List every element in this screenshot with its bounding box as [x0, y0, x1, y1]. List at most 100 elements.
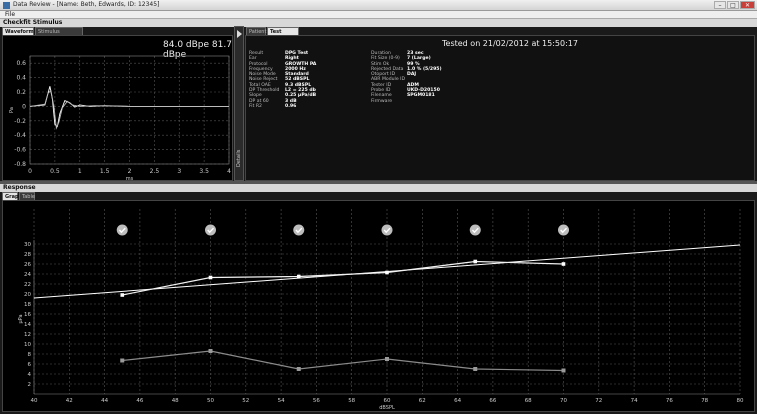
check-mark: [118, 227, 126, 234]
y-tick-label: 6: [28, 362, 32, 368]
check-circle: [293, 224, 305, 236]
waveform-panel: 84.0 dBpe 81.7 dBpe 0 0.5 1 1.5 2 2.5 3 3.5 4 0.6…: [2, 35, 233, 182]
noise-floor-line: [122, 350, 564, 372]
tab-patient[interactable]: Patient: [246, 27, 266, 35]
detail-row: Total OAE 9.3 dBSPL: [249, 83, 369, 88]
detail-row: DP at 60 3 dB: [249, 99, 369, 104]
noise-point: [120, 358, 125, 363]
check-circle: [381, 224, 393, 236]
x-tick-label: 46: [136, 398, 143, 404]
detail-value: 0.96: [285, 103, 297, 109]
detail-value: SPGM0181: [407, 93, 435, 99]
tab-test-details[interactable]: Test Details: [267, 27, 299, 43]
detail-value: 9.3 dBSPL: [285, 82, 312, 88]
x-tick-label: 68: [525, 398, 532, 404]
y-tick-label: 16: [24, 312, 31, 318]
noise-point: [385, 357, 389, 361]
detail-row: ABR Module ID: [371, 77, 491, 82]
check-mark: [207, 227, 215, 234]
tab-graph[interactable]: Graph: [2, 192, 22, 200]
y-axis-label: Pa: [9, 107, 15, 113]
y-tick-label: 30: [24, 242, 31, 248]
waveform-chart: 0 0.5 1 1.5 2 2.5 3 3.5 4 0.6 0.4 0.2 0 -0.2 -0.4 -0.6 -…: [9, 55, 231, 182]
plot-frame: [29, 55, 230, 165]
check-pass-icon: [381, 224, 393, 236]
check-mark: [295, 227, 303, 234]
x-tick-label: 1.5: [100, 168, 110, 175]
y-tick-label: 10: [24, 342, 31, 348]
detail-label: DP Threshold: [249, 88, 280, 94]
detail-value: DAJ: [407, 72, 417, 78]
response-panel: 40 42 44 46 48 50 52 54 56 58 60 62 64 66 68 70 72 74 76 78…: [2, 200, 755, 412]
x-tick-label: 42: [66, 398, 73, 404]
x-tick-label: 48: [172, 398, 179, 404]
detail-label: Protocol: [249, 61, 268, 67]
detail-value: GROWTH PA: [285, 61, 317, 67]
x-tick-label: 44: [101, 398, 108, 404]
detail-row: Otoport ID DAJ: [371, 72, 491, 77]
dp-point: [120, 293, 125, 297]
tab-stimulus-waveform[interactable]: Stimulus Waveform: [35, 27, 83, 43]
detail-value: 0.25 µPa/dB: [285, 93, 317, 99]
x-tick-label: 3.5: [199, 168, 209, 175]
detail-value: 23 sec: [407, 51, 424, 56]
details-column-2: Duration 23 sec Fit Size (0-9) 7 (Large) Sti…: [371, 51, 491, 104]
x-tick-label: 70: [560, 398, 567, 404]
level-readout: 84.0 dBpe 81.7 dBpe: [163, 40, 232, 60]
window-title: Data Review - [Name: Beth, Edwards, ID: …: [13, 1, 160, 8]
x-tick-label: 3: [177, 168, 181, 175]
x-tick-label: 66: [489, 398, 496, 404]
detail-label: DP at 60: [249, 98, 269, 104]
panel-splitter[interactable]: [0, 181, 757, 184]
detail-value: 2000 Hz: [285, 66, 306, 72]
detail-row: Ear Right: [249, 56, 369, 61]
dp-point: [208, 275, 213, 280]
detail-value: 7 (Large): [407, 56, 431, 62]
detail-row: Probe ID UKD-D20150: [371, 88, 491, 93]
details-collapse-strip[interactable]: Details: [234, 26, 244, 181]
minimize-button[interactable]: –: [714, 1, 726, 9]
menu-file[interactable]: File: [5, 11, 16, 18]
tab-waveform[interactable]: Waveform: [2, 27, 34, 35]
noise-point: [473, 367, 478, 371]
x-tick-label: 0.5: [50, 168, 60, 175]
detail-label: Frequency: [249, 66, 273, 72]
detail-row: Protocol GROWTH PA: [249, 62, 369, 67]
check-pass-icon: [469, 224, 481, 236]
tab-table[interactable]: Table: [19, 192, 35, 200]
close-button[interactable]: ✕: [740, 1, 755, 9]
check-mark: [383, 227, 391, 234]
maximize-button[interactable]: □: [727, 1, 739, 9]
x-tick-label: 0: [28, 168, 32, 175]
detail-value: 99 %: [407, 61, 420, 67]
detail-label: Fit R2: [249, 103, 262, 109]
detail-row: Noise Reject 52 dBSPL: [249, 77, 369, 82]
detail-label: Total OAE: [249, 82, 271, 88]
detail-label: Otoport ID: [371, 72, 395, 78]
detail-value: Right: [285, 56, 299, 62]
dp-point: [296, 274, 301, 279]
x-tick-label: 72: [595, 398, 602, 404]
dp-point: [561, 262, 566, 266]
y-tick-label: 8: [28, 352, 32, 358]
collapse-arrow-icon[interactable]: [237, 30, 242, 38]
y-axis-label: µPa: [18, 314, 24, 323]
x-tick-label: 2.5: [150, 168, 160, 175]
detail-label: Fit Size (0-9): [371, 56, 400, 62]
detail-label: Noise Reject: [249, 77, 278, 83]
y-tick-label: 20: [24, 292, 31, 298]
check-mark: [560, 227, 568, 234]
noise-point: [296, 367, 301, 371]
details-column-1: Result DPG Test Ear Right Protocol GROWTH PA F…: [249, 51, 369, 109]
x-tick-label: 60: [384, 398, 391, 404]
x-tick-label: 74: [631, 398, 638, 404]
y-tick-label: 0.2: [16, 89, 26, 96]
dp-response-line: [122, 260, 564, 296]
noise-point: [561, 368, 566, 373]
y-tick-label: 4: [28, 372, 32, 378]
check-mark: [471, 227, 479, 234]
detail-row: Duration 23 sec: [371, 51, 491, 56]
x-tick-label: 1: [78, 168, 82, 175]
detail-label: Probe ID: [371, 88, 391, 94]
y-tick-label: 0: [22, 103, 26, 110]
